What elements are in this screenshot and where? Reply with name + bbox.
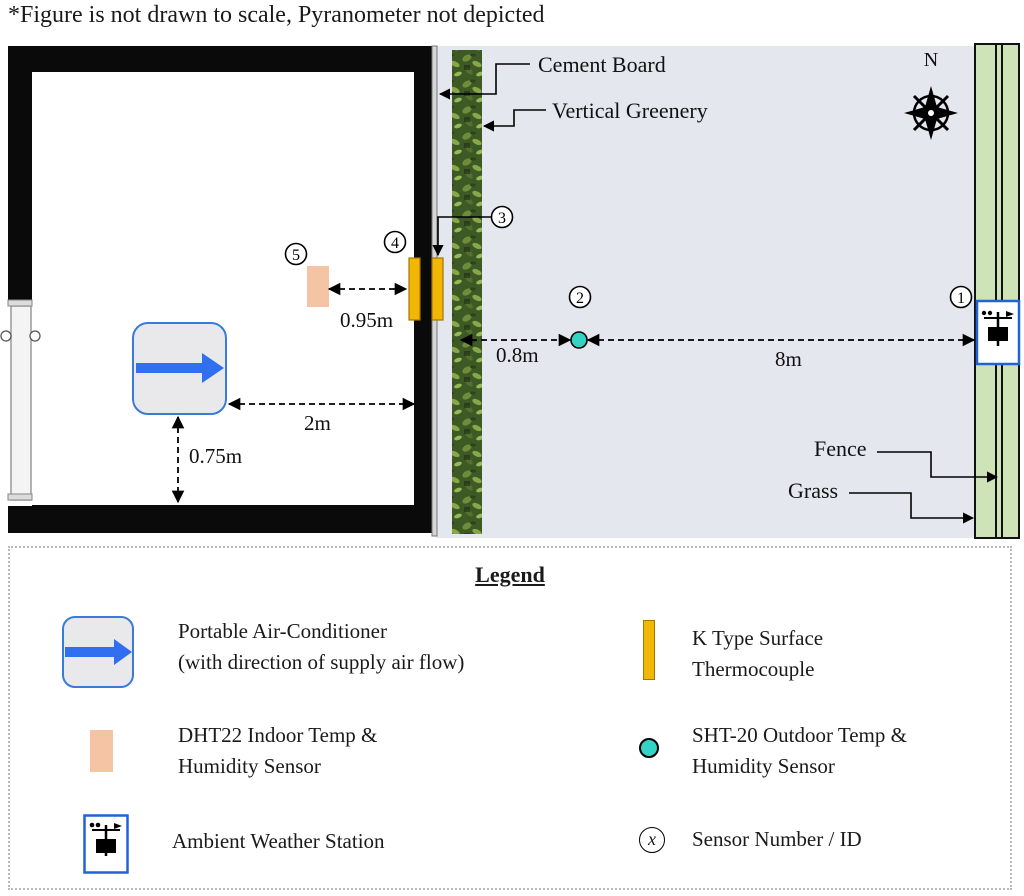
legend-thermocouple-text: K Type Surface Thermocouple: [692, 623, 823, 685]
sensor-id-2: 2: [576, 290, 584, 307]
legend-dht22-icon: [90, 730, 113, 772]
legend-dht22-text: DHT22 Indoor Temp & Humidity Sensor: [178, 720, 377, 782]
legend-sht20-text: SHT-20 Outdoor Temp & Humidity Sensor: [692, 720, 907, 782]
sht20-sensor: [570, 331, 588, 349]
sensor-id-3: 3: [498, 210, 506, 227]
vertical-greenery-label: Vertical Greenery: [552, 98, 708, 123]
legend-weather-station-label: Ambient Weather Station: [172, 829, 385, 853]
sensor-id-4: 4: [391, 235, 399, 252]
legend-ac-text: Portable Air-Conditioner (with direction…: [178, 616, 464, 678]
legend-title: Legend: [475, 562, 545, 587]
cement-board-callout: [438, 63, 530, 100]
vertical-greenery-callout: [482, 109, 546, 132]
distance-8: 8m: [775, 347, 802, 371]
site-plan-diagram: N Cement Board Vertical Greenery Fence G…: [0, 43, 1021, 539]
distance-095: 0.95m: [340, 308, 393, 332]
thermocouple-sensor-4: [408, 257, 421, 321]
fence-label: Fence: [814, 436, 867, 461]
sensor-id-markers: [284, 205, 973, 309]
sensor-3-leader: [432, 216, 491, 257]
legend-weather-station-icon: [83, 814, 129, 874]
fence-callout: [877, 451, 999, 483]
legend-box: [8, 546, 1012, 890]
legend-sht20-line2: Humidity Sensor: [692, 754, 835, 778]
legend-thermocouple-icon: [643, 620, 655, 680]
legend-ac-line2: (with direction of supply air flow): [178, 650, 465, 674]
thermocouple-sensor-3: [431, 257, 444, 321]
distance-2: 2m: [304, 411, 331, 435]
cement-board-label: Cement Board: [538, 52, 666, 77]
building-walls: [0, 46, 432, 533]
legend-sensor-id-label: Sensor Number / ID: [692, 827, 862, 851]
dimension-lines: [171, 282, 976, 504]
distance-08: 0.8m: [496, 343, 539, 367]
fence-grass-strip: [974, 43, 1020, 539]
legend-sensor-id-symbol: x: [648, 829, 656, 849]
grass-label: Grass: [788, 478, 838, 503]
legend-dht22-line1: DHT22 Indoor Temp &: [178, 723, 378, 747]
legend-sht20-icon: [639, 738, 659, 758]
outdoor-area: [436, 46, 974, 538]
distance-075: 0.75m: [189, 444, 242, 468]
diagram-note: *Figure is not drawn to scale, Pyranomet…: [8, 2, 545, 28]
legend-dht22-line2: Humidity Sensor: [178, 754, 321, 778]
portable-ac-unit: [132, 322, 227, 415]
dht22-sensor: [307, 266, 329, 307]
legend-thermocouple-line1: K Type Surface: [692, 626, 824, 650]
legend-sensor-id-icon: x: [639, 827, 665, 853]
vertical-greenery: [452, 50, 482, 534]
legend-ac-line1: Portable Air-Conditioner: [178, 619, 387, 643]
legend-sht20-line1: SHT-20 Outdoor Temp &: [692, 723, 907, 747]
sensor-id-1: 1: [957, 290, 965, 307]
sensor-id-5: 5: [292, 247, 300, 264]
weather-station-icon: [975, 299, 1021, 366]
compass-label: N: [924, 49, 938, 71]
grass-callout: [849, 492, 975, 524]
compass-icon: [904, 86, 958, 140]
legend-thermocouple-line2: Thermocouple: [692, 657, 815, 681]
legend-ac-icon: [62, 616, 134, 688]
